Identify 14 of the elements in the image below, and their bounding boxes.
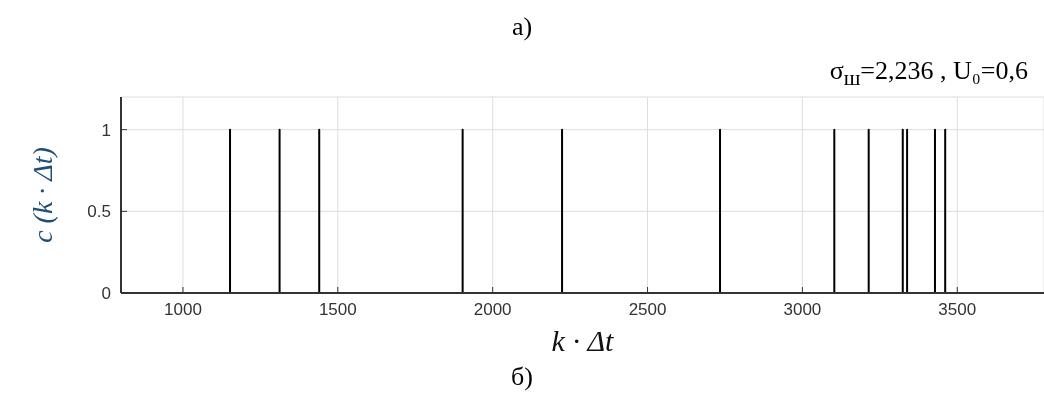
- y-tick-label: 0: [101, 284, 111, 304]
- x-tick-label: 3500: [938, 300, 977, 320]
- text: б): [510, 362, 534, 392]
- x-tick-label: 1000: [164, 300, 202, 320]
- chart-title: а): [510, 12, 534, 42]
- y-tick-label: 1: [101, 120, 111, 140]
- text: σ$_{ш}$=2,236 , U₀=0,6: [829, 56, 1028, 92]
- x-tick-label: 1500: [318, 300, 357, 320]
- x-axis-title: k · Δt: [551, 324, 615, 357]
- x-tick-label: 2000: [473, 300, 512, 320]
- x-tick-label: 2500: [628, 300, 667, 320]
- x-tick-label: 3000: [783, 300, 822, 320]
- y-axis-title: c (k · Δt): [26, 147, 58, 243]
- y-tick-label: 0.5: [87, 202, 111, 222]
